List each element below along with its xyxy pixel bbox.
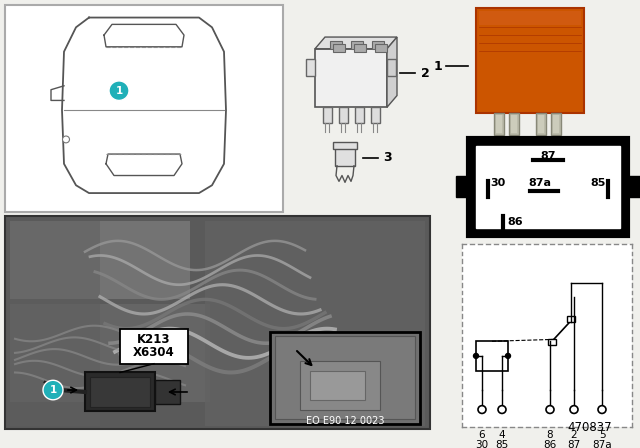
Bar — [462, 244, 632, 427]
Bar — [306, 59, 315, 76]
Text: 5: 5 — [598, 430, 605, 440]
Bar — [275, 336, 415, 419]
Text: 2: 2 — [571, 430, 577, 440]
Bar — [538, 115, 544, 133]
Bar — [10, 304, 210, 402]
Bar — [10, 221, 190, 299]
Text: K213: K213 — [137, 333, 171, 346]
Bar — [85, 372, 155, 411]
Text: 86: 86 — [543, 439, 557, 448]
Bar — [509, 113, 519, 134]
Bar — [205, 221, 425, 426]
Bar — [372, 41, 384, 49]
Bar — [375, 44, 387, 52]
Circle shape — [43, 380, 63, 400]
Circle shape — [546, 405, 554, 414]
Bar — [270, 332, 420, 424]
Text: 30: 30 — [476, 439, 488, 448]
Circle shape — [498, 405, 506, 414]
Circle shape — [506, 353, 511, 358]
Polygon shape — [387, 37, 397, 107]
Bar — [335, 148, 355, 166]
Bar — [120, 328, 188, 364]
Text: EO E90 12 0023: EO E90 12 0023 — [306, 416, 384, 426]
Bar — [155, 380, 180, 404]
Bar — [387, 59, 396, 76]
Bar — [330, 41, 342, 49]
Polygon shape — [315, 37, 397, 49]
Text: 1: 1 — [434, 60, 442, 73]
Bar — [476, 8, 584, 113]
Bar — [333, 142, 357, 149]
Bar — [496, 115, 502, 133]
Bar — [628, 176, 640, 197]
Text: 4: 4 — [499, 430, 506, 440]
Bar — [5, 216, 430, 429]
Bar — [456, 176, 468, 197]
Text: 30: 30 — [490, 178, 506, 188]
Circle shape — [598, 405, 606, 414]
Text: X6304: X6304 — [133, 346, 175, 359]
Bar — [548, 339, 556, 345]
Bar — [511, 115, 517, 133]
Text: 470837: 470837 — [568, 421, 612, 434]
Text: 85: 85 — [495, 439, 509, 448]
Circle shape — [478, 405, 486, 414]
Bar — [479, 11, 581, 26]
Bar — [567, 316, 575, 322]
Text: 1: 1 — [115, 86, 123, 96]
Text: 87a: 87a — [592, 439, 612, 448]
Text: 86: 86 — [507, 217, 523, 227]
Text: 8: 8 — [547, 430, 554, 440]
Bar — [476, 146, 620, 228]
Bar — [310, 370, 365, 400]
Circle shape — [63, 136, 70, 143]
Text: 3: 3 — [384, 151, 392, 164]
Bar — [536, 113, 546, 134]
Bar — [371, 107, 380, 123]
Circle shape — [109, 81, 129, 100]
Bar — [333, 44, 345, 52]
Text: 1: 1 — [49, 385, 56, 395]
Text: 2: 2 — [420, 67, 429, 80]
Bar — [90, 377, 150, 407]
Bar — [5, 5, 283, 211]
Bar — [339, 107, 348, 123]
Bar — [351, 41, 363, 49]
Bar — [315, 49, 387, 107]
Bar — [494, 113, 504, 134]
Text: 85: 85 — [590, 178, 605, 188]
Text: 87: 87 — [568, 439, 580, 448]
Bar — [10, 221, 100, 426]
Bar — [354, 44, 366, 52]
Text: 6: 6 — [479, 430, 485, 440]
Text: 87: 87 — [540, 151, 556, 161]
Bar — [300, 361, 380, 409]
Bar — [476, 341, 508, 370]
Bar — [468, 138, 628, 236]
Bar — [553, 115, 559, 133]
Bar — [551, 113, 561, 134]
Bar — [323, 107, 332, 123]
Circle shape — [474, 353, 479, 358]
Circle shape — [570, 405, 578, 414]
Bar — [355, 107, 364, 123]
Text: 87a: 87a — [529, 178, 552, 188]
